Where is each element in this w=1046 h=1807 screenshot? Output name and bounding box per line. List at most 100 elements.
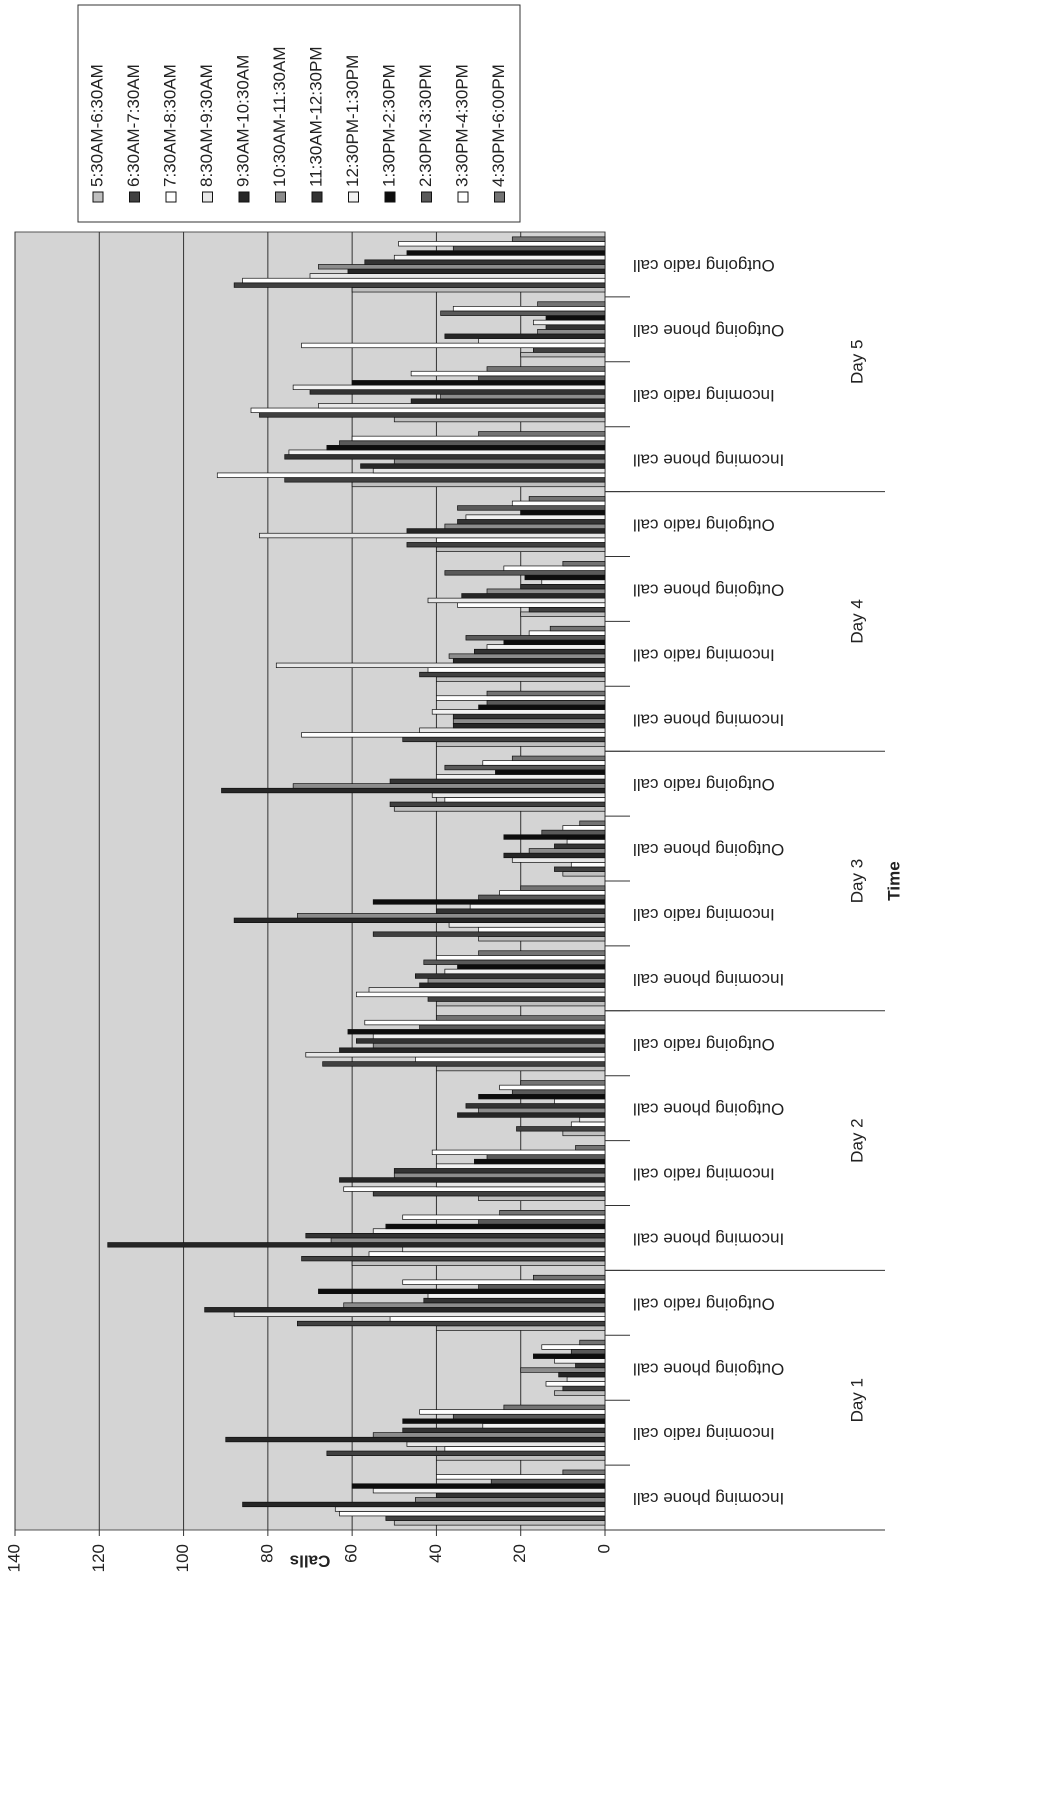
bar: [520, 509, 606, 516]
bar: [415, 1056, 606, 1062]
legend-swatch: [457, 191, 469, 203]
legend-swatch: [421, 191, 432, 203]
x-tick-label: Incoming radio call: [633, 645, 775, 664]
bar: [288, 449, 606, 455]
bar: [541, 579, 606, 585]
bar: [461, 593, 606, 599]
bar: [465, 514, 606, 520]
bar: [533, 1353, 606, 1359]
legend-label: 6:30AM-7:30AM: [124, 64, 143, 187]
bar: [351, 380, 606, 386]
bar: [469, 903, 606, 910]
x-tick-label: Outgoing radio call: [633, 1294, 775, 1313]
bar: [410, 398, 606, 404]
bar: [393, 806, 606, 812]
bar: [554, 1358, 606, 1364]
bar: [284, 477, 606, 483]
bar: [490, 1478, 606, 1485]
bar: [516, 1126, 606, 1132]
bar: [503, 1404, 606, 1411]
legend-swatch: [275, 191, 286, 203]
bar: [347, 1029, 606, 1035]
bar: [478, 1094, 606, 1100]
bar: [284, 454, 606, 460]
chart-body: 0 20 40 60 80 100 120 140 Calls Incoming phone ca…: [4, 4, 903, 1572]
bar: [275, 662, 606, 668]
bar: [524, 574, 606, 581]
bar: [486, 588, 606, 594]
y-tick-label: 60: [342, 1544, 361, 1563]
y-tick-label: 20: [510, 1544, 529, 1563]
y-tick-label: 80: [257, 1544, 276, 1563]
group-label: Day 5: [847, 340, 866, 384]
bar: [511, 857, 606, 863]
bar: [486, 690, 606, 697]
bar: [533, 347, 606, 353]
bar: [533, 1274, 606, 1281]
bar: [444, 1446, 606, 1452]
bar: [520, 1367, 606, 1373]
bar: [562, 1130, 606, 1137]
legend-swatch: [348, 191, 359, 203]
bar: [457, 1112, 606, 1118]
bar: [457, 602, 606, 608]
bar: [444, 968, 606, 975]
bar: [318, 1288, 606, 1295]
bar: [478, 1284, 606, 1290]
bar: [562, 871, 606, 877]
bar: [305, 1233, 606, 1239]
bar: [495, 769, 606, 775]
bar: [398, 241, 606, 247]
bar: [364, 1019, 606, 1026]
bar: [478, 926, 606, 933]
bar: [436, 695, 606, 701]
bar: [431, 792, 606, 798]
bar: [436, 1000, 606, 1007]
bar: [436, 741, 606, 747]
bar: [330, 1237, 606, 1243]
x-tick-label: Incoming radio call: [633, 905, 775, 924]
bar: [545, 324, 606, 330]
bar: [436, 1181, 606, 1188]
legend-label: 5:30AM-6:30AM: [87, 64, 106, 187]
bar: [427, 1293, 606, 1299]
bar: [511, 1089, 606, 1095]
bar: [545, 1381, 606, 1387]
bar: [520, 885, 606, 891]
bar: [465, 1103, 606, 1109]
bar: [393, 458, 606, 465]
x-tick-label: Outgoing radio call: [633, 256, 775, 275]
x-tick-label: Outgoing phone call: [633, 321, 784, 340]
bar: [452, 245, 606, 252]
bar: [431, 1149, 606, 1156]
bar: [322, 1061, 606, 1067]
bar: [292, 783, 606, 789]
bar: [541, 829, 606, 836]
bar: [452, 306, 606, 312]
legend-label: 12:30PM-1:30PM: [343, 55, 362, 187]
bar: [259, 532, 606, 539]
bar: [537, 329, 606, 335]
bar: [554, 866, 606, 872]
bar: [436, 955, 606, 961]
legend-label: 2:30PM-3:30PM: [416, 64, 435, 187]
bar: [499, 890, 606, 896]
bar: [326, 1450, 606, 1456]
y-tick-label: 100: [173, 1544, 192, 1572]
bar: [402, 1427, 606, 1433]
bar: [389, 1316, 606, 1322]
bar: [364, 259, 606, 265]
bar: [351, 481, 606, 488]
bar: [474, 1158, 606, 1165]
legend-swatch: [92, 191, 104, 203]
bar: [419, 1409, 606, 1415]
bar: [221, 787, 606, 794]
bar: [334, 1506, 606, 1512]
bar: [318, 403, 606, 409]
group-label: Day 2: [847, 1118, 866, 1162]
legend-label: 10:30AM-11:30AM: [270, 47, 289, 187]
bar: [406, 1441, 606, 1447]
legend-swatch: [384, 191, 396, 203]
bar: [339, 440, 606, 446]
x-tick-label: Incoming phone call: [633, 710, 784, 729]
